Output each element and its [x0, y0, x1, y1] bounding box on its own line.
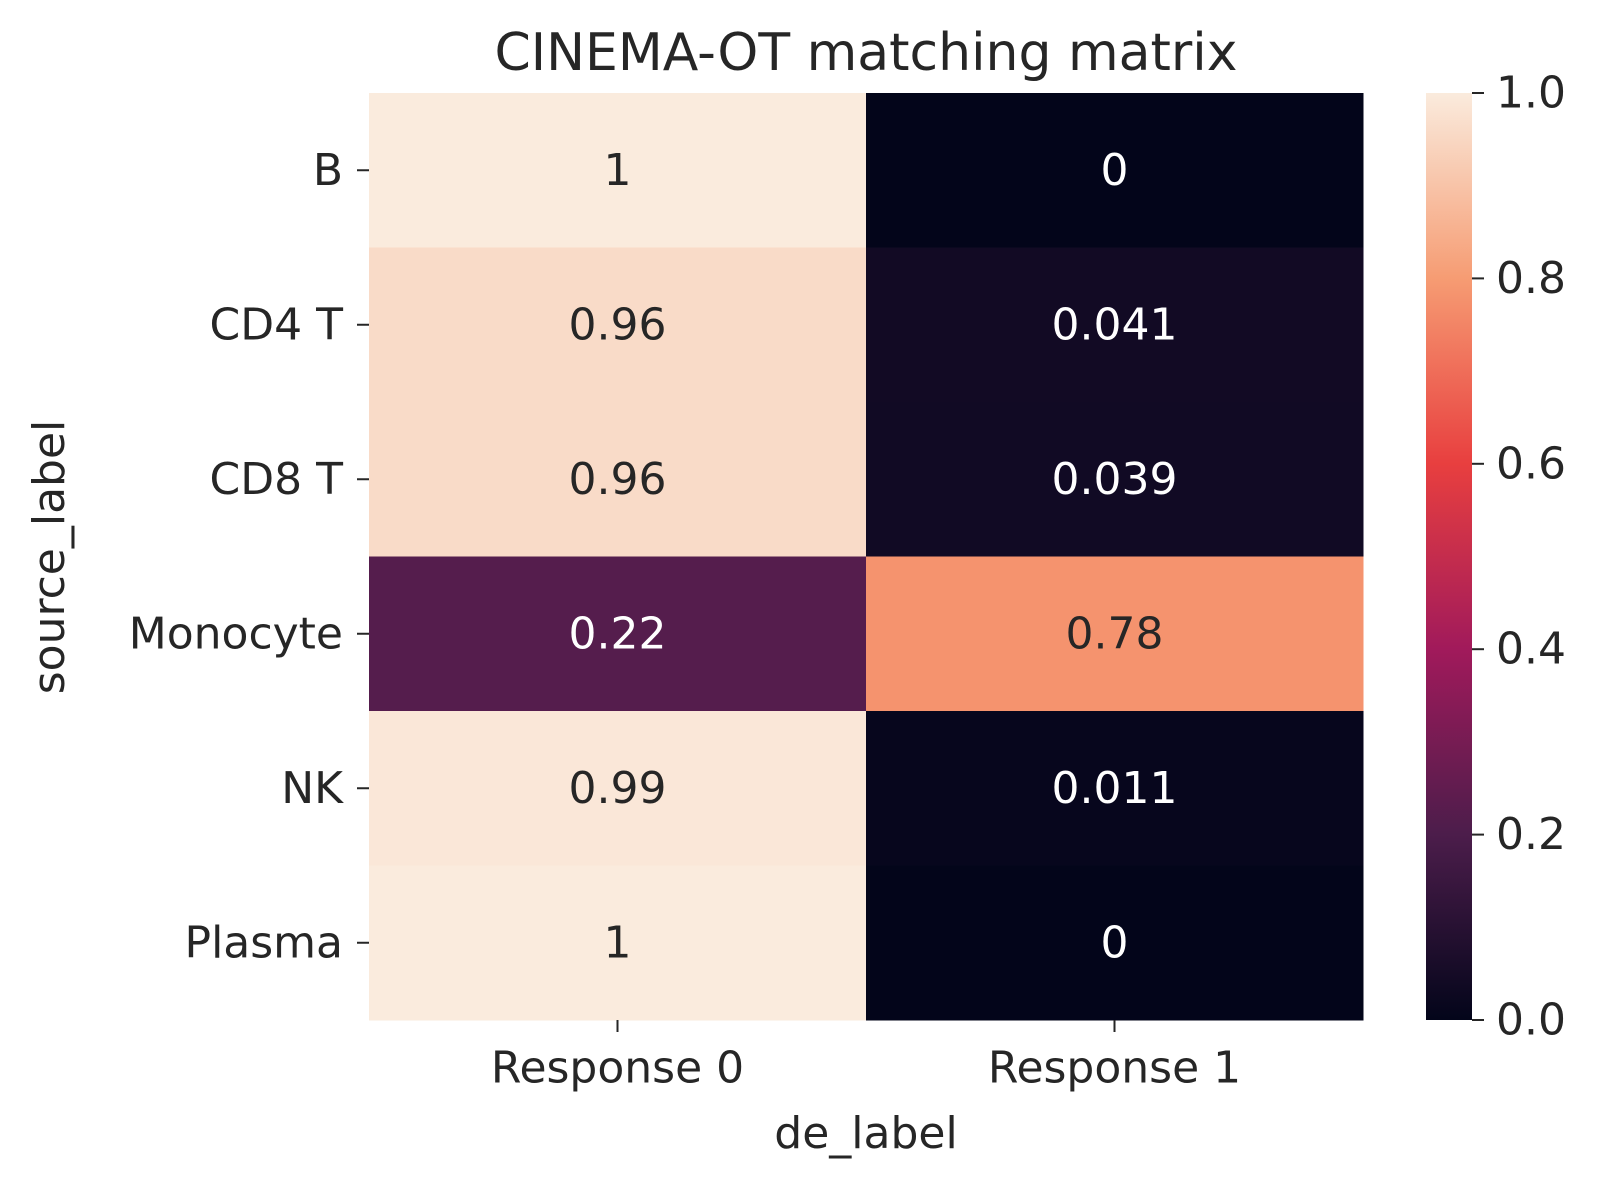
cell-annotation: 0.96 [569, 454, 667, 505]
y-axis: B CD4 T CD8 T Monocyte NK Plasma [129, 145, 369, 968]
heatmap-cells [369, 93, 1364, 1021]
colorbar-tick-label: 0.4 [1496, 624, 1566, 675]
colorbar-tick-label: 1.0 [1496, 68, 1566, 119]
heatmap-cell [369, 402, 867, 557]
y-axis-label: source_label [24, 420, 75, 695]
heatmap-cell [866, 402, 1364, 557]
colorbar-tick-label: 0.8 [1496, 253, 1566, 304]
y-tick-label: CD4 T [210, 299, 344, 350]
cell-annotation: 0.039 [1052, 454, 1178, 505]
y-tick-label: B [313, 145, 343, 196]
cell-annotation: 0.011 [1052, 763, 1178, 814]
cell-annotation: 0 [1101, 917, 1129, 968]
colorbar-tick-label: 0.6 [1496, 438, 1566, 489]
cell-annotation: 0 [1101, 145, 1129, 196]
y-tick-label: NK [281, 763, 344, 814]
x-tick-label: Response 0 [491, 1043, 744, 1094]
cell-annotation: 1 [604, 917, 632, 968]
cell-annotation: 0.22 [569, 608, 667, 659]
heatmap-cell [866, 247, 1364, 403]
heatmap-cell [369, 93, 867, 248]
heatmap-cell [369, 247, 867, 403]
x-tick-label: Response 1 [988, 1043, 1241, 1094]
cell-annotation: 0.96 [569, 299, 667, 350]
colorbar-ticks: 0.0 0.2 0.4 0.6 0.8 1.0 [1472, 68, 1566, 1046]
heatmap-cell [369, 711, 867, 866]
heatmap-cell [866, 93, 1364, 248]
cell-annotations: 1 0 0.96 0.041 0.96 0.039 0.22 0.78 0.99 0.011 1 0 [569, 145, 1178, 969]
y-tick-label: CD8 T [210, 454, 344, 505]
heatmap-cell [866, 711, 1364, 866]
x-axis: Response 0 Response 1 [491, 1020, 1241, 1094]
cell-annotation: 0.78 [1066, 608, 1164, 659]
y-tick-label: Plasma [185, 917, 343, 968]
chart-title: CINEMA-OT matching matrix [494, 23, 1237, 83]
y-tick-label: Monocyte [129, 608, 343, 659]
colorbar-tick-label: 0.2 [1496, 809, 1566, 860]
heatmap-cell [369, 865, 867, 1021]
x-axis-label: de_label [774, 1108, 957, 1159]
colorbar-tick-label: 0.0 [1496, 995, 1566, 1046]
heatmap-cell [866, 865, 1364, 1021]
colorbar [1426, 93, 1472, 1020]
heatmap-cell [866, 556, 1364, 712]
cell-annotation: 0.041 [1052, 299, 1178, 350]
cell-annotation: 0.99 [569, 763, 667, 814]
cell-annotation: 1 [604, 145, 632, 196]
heatmap-cell [369, 556, 867, 712]
